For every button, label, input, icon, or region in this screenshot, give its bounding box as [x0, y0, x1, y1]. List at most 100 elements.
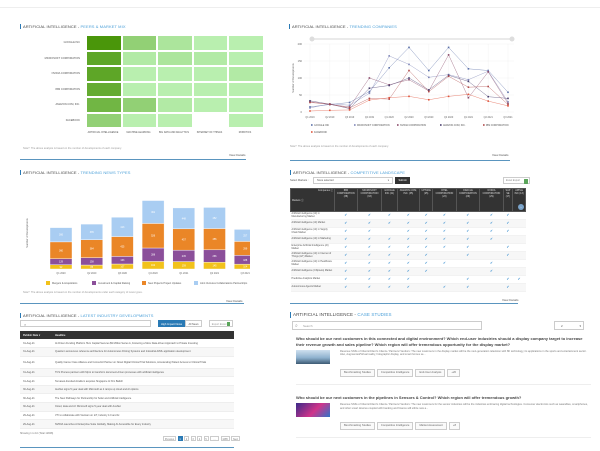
market-name[interactable]: Artificial Intelligence (AI) in Supply C…: [290, 227, 335, 236]
bar-segment[interactable]: [49, 227, 73, 243]
data-point[interactable]: [309, 110, 311, 112]
data-point[interactable]: [348, 104, 351, 106]
case-study-tag[interactable]: +20: [447, 368, 460, 377]
view-details-link[interactable]: View Details: [229, 153, 246, 157]
range-slider-handle[interactable]: [509, 36, 515, 42]
market-name[interactable]: Artificial Intelligence (AI) in Healthca…: [290, 259, 335, 268]
case-study-question[interactable]: Who should be our next customers in this…: [296, 336, 583, 347]
data-point[interactable]: [467, 93, 470, 96]
headline-link[interactable]: AusNet signs 5-year deal with Microsoft …: [52, 385, 234, 395]
data-point[interactable]: [467, 78, 470, 81]
data-point[interactable]: [408, 63, 410, 66]
news-row[interactable]: 31-Aug-21 TCS Process partners with Mpro …: [20, 368, 234, 378]
data-point[interactable]: [408, 78, 410, 81]
news-search-input[interactable]: ⌕: [20, 320, 151, 327]
news-row[interactable]: 31-Aug-21 Quantum announces reference arc…: [20, 347, 234, 357]
data-point[interactable]: [487, 71, 489, 73]
case-search-input[interactable]: ⌕ Search: [292, 321, 482, 330]
news-row[interactable]: 31-Aug-21 AI-Driven Funding Platform Hum …: [20, 339, 234, 349]
view-details-link[interactable]: View Details: [226, 299, 243, 303]
data-point[interactable]: [428, 98, 430, 101]
legend-label[interactable]: FACEBOOK: [314, 131, 328, 134]
data-point[interactable]: [368, 99, 371, 101]
page-button[interactable]: 1: [177, 436, 183, 441]
news-row[interactable]: 31-Aug-21 Quality Cancer Care Alliance an…: [20, 356, 234, 369]
data-point[interactable]: [507, 97, 509, 100]
bar-segment[interactable]: [233, 255, 250, 265]
market-name[interactable]: Artificial Intelligence (Chipsets) Marke…: [290, 267, 335, 276]
data-point[interactable]: [329, 103, 331, 105]
data-point[interactable]: [507, 103, 509, 106]
heatmap-cell[interactable]: [86, 66, 122, 82]
market-name[interactable]: Autonomous Agents Market: [290, 283, 335, 292]
heatmap-cell[interactable]: [86, 112, 122, 128]
company-column-header[interactable]: MICROSOFT CORPORATION (33): [356, 188, 383, 212]
news-row[interactable]: 30-Aug-21 The New Pathways for Partnershi…: [20, 393, 234, 404]
heatmap-cell[interactable]: [86, 50, 122, 66]
case-study-thumbnail[interactable]: [296, 350, 330, 364]
col-headline[interactable]: Headline: [52, 331, 234, 339]
data-point[interactable]: [348, 107, 351, 109]
col-publish-date[interactable]: Publish Date ▾: [20, 331, 52, 339]
data-point[interactable]: [428, 76, 430, 79]
data-point[interactable]: [467, 68, 470, 70]
company-column-header[interactable]: ORACLE CORPORATION (29): [455, 188, 481, 212]
export-excel-button[interactable]: Export Excel: [209, 320, 233, 327]
legend-label[interactable]: AMAZON.COM, INC.: [443, 124, 466, 127]
data-point[interactable]: [487, 100, 489, 102]
data-point[interactable]: [388, 98, 390, 100]
legend-label[interactable]: GOOGLE INC: [314, 124, 329, 127]
bar-segment[interactable]: [111, 217, 134, 237]
headline-link[interactable]: The New Pathways for Partnership for Sol…: [52, 393, 234, 404]
page-button[interactable]: 2: [184, 436, 189, 441]
heatmap-cell[interactable]: [192, 66, 228, 82]
data-point[interactable]: [368, 90, 371, 93]
data-point[interactable]: [428, 90, 430, 93]
headline-link[interactable]: Temasek-founded Azadium acquires Singapo…: [52, 376, 234, 386]
heatmap-cell[interactable]: [157, 97, 193, 113]
legend-label[interactable]: Investment & Capital Raising: [98, 282, 131, 285]
range-slider-handle[interactable]: [309, 36, 315, 42]
heatmap-cell[interactable]: [157, 35, 193, 51]
data-point[interactable]: [408, 69, 410, 72]
data-point[interactable]: [447, 95, 450, 98]
case-study-tag[interactable]: +8: [448, 422, 460, 431]
view-details-link[interactable]: View Details: [492, 153, 509, 157]
submit-button[interactable]: Submit: [395, 177, 410, 184]
heatmap-cell[interactable]: [157, 81, 193, 97]
data-point[interactable]: [388, 96, 390, 99]
data-point[interactable]: [388, 55, 390, 57]
data-point[interactable]: [487, 95, 489, 98]
heatmap-cell[interactable]: [192, 50, 228, 66]
data-point[interactable]: [348, 109, 351, 111]
heatmap-cell[interactable]: [228, 35, 264, 51]
headline-link[interactable]: Quality Cancer Care Alliance and Concert…: [52, 356, 234, 369]
data-point[interactable]: [309, 101, 311, 104]
data-point[interactable]: [368, 87, 371, 89]
bar-segment[interactable]: [172, 207, 196, 230]
market-name[interactable]: Artificial Intelligence (AI) in Manufact…: [290, 211, 335, 220]
headline-link[interactable]: TCS Process partners with Mpro to transf…: [52, 368, 234, 378]
data-point[interactable]: [507, 101, 509, 103]
market-name[interactable]: Predictive Analytics Market: [290, 275, 335, 284]
headline-link[interactable]: AI-Driven Funding Platform Hum Capital S…: [52, 339, 234, 349]
heatmap-cell[interactable]: [157, 50, 193, 66]
heatmap-cell[interactable]: [157, 112, 193, 128]
data-point[interactable]: [447, 46, 450, 49]
all-news-button[interactable]: All News: [185, 320, 202, 327]
page-button[interactable]: 4: [197, 436, 202, 441]
heatmap-cell[interactable]: [157, 66, 193, 82]
bar-segment[interactable]: [233, 229, 250, 242]
data-point[interactable]: [368, 92, 371, 95]
data-point[interactable]: [309, 106, 311, 108]
heatmap-cell[interactable]: [86, 35, 122, 51]
data-point[interactable]: [309, 99, 311, 102]
data-point[interactable]: [428, 89, 430, 91]
case-study-question[interactable]: Who should be our next customers in the …: [296, 394, 522, 400]
data-point[interactable]: [447, 74, 450, 77]
heatmap-cell[interactable]: [86, 97, 122, 113]
page-button[interactable]: ...: [210, 436, 219, 441]
news-row[interactable]: 29-Aug-21 VTI to collaborate with Vietnam…: [20, 411, 234, 421]
legend-label[interactable]: Mergers & Acquisitions: [52, 282, 78, 285]
heatmap-cell[interactable]: [121, 81, 157, 97]
